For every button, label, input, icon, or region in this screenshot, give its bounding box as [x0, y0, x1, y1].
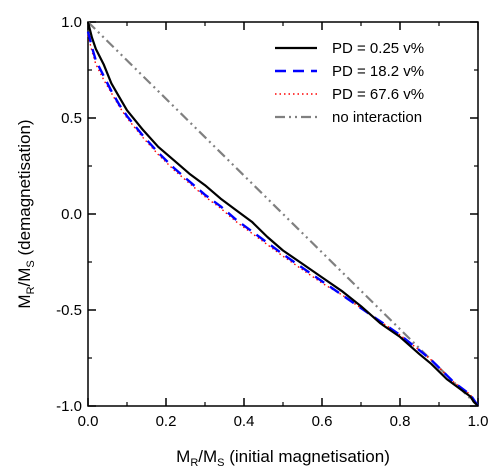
y-axis-title-sub: R [25, 286, 37, 294]
x-axis-title-mid: /M [198, 447, 217, 466]
series-line-pd-0-25-v [86, 21, 479, 407]
legend-label: PD = 67.6 v% [332, 86, 424, 103]
legend-label: PD = 0.25 v% [332, 40, 424, 57]
x-tick-label: 0.4 [234, 413, 255, 430]
x-tick-label: 1.0 [468, 413, 489, 430]
y-tick-label: 0.5 [61, 110, 82, 127]
x-tick-label: 0.8 [390, 413, 411, 430]
y-axis-title-mid: /M [15, 268, 34, 287]
series-line-no-interaction [87, 21, 479, 407]
y-axis-title: MR/MS (demagnetisation) [15, 119, 37, 308]
x-axis-title-rest: (initial magnetisation) [225, 447, 390, 466]
y-tick-label: 1.0 [61, 14, 82, 31]
series-line-pd-18-2-v [86, 31, 479, 407]
x-axis-title-sub2: S [217, 457, 224, 469]
y-tick-label: -0.5 [56, 302, 82, 319]
y-axis-title-sub2: S [25, 260, 37, 267]
x-tick-label: 0.0 [78, 413, 99, 430]
x-tick-label: 0.2 [156, 413, 177, 430]
y-axis-title-rest: (demagnetisation) [15, 119, 34, 260]
legend: PD = 0.25 v% PD = 18.2 v% PD = 67.6 v% no i… [275, 40, 424, 126]
x-tick-label: 0.6 [312, 413, 333, 430]
x-axis-title-main: M [176, 447, 190, 466]
legend-label: no interaction [332, 109, 422, 126]
series-layer [86, 21, 479, 407]
y-tick-label: -1.0 [56, 398, 82, 415]
x-axis-title-sub: R [190, 457, 198, 469]
x-axis-title: MR/MS (initial magnetisation) [176, 447, 390, 469]
legend-label: PD = 18.2 v% [332, 63, 424, 80]
y-axis-title-main: M [15, 294, 34, 308]
y-tick-label: 0.0 [61, 206, 82, 223]
tick-labels: 0.0 0.2 0.4 0.6 0.8 1.0 -1.0 -0.5 0.0 0.5 1.0 [56, 14, 488, 430]
